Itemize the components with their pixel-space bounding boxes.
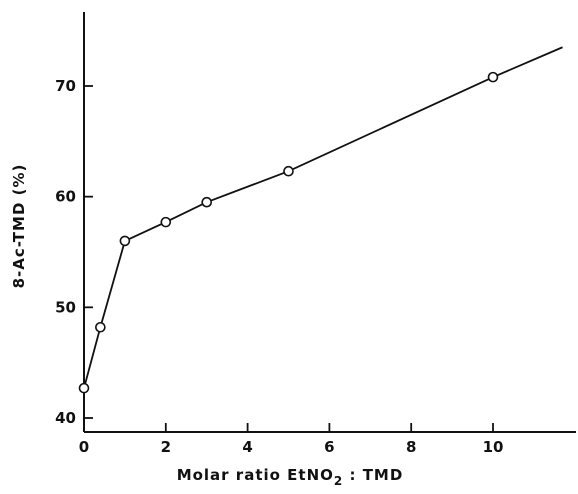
data-point-4 (201, 196, 212, 208)
x-axis-label-subscript: 2 (334, 474, 343, 488)
data-point-5 (283, 165, 294, 177)
x-axis-label-tail: : TMD (343, 466, 403, 484)
x-tick-label-8: 8 (406, 438, 416, 456)
y-axis-label: 8-Ac-TMD (%) (10, 164, 28, 289)
y-tick-label-60: 60 (55, 188, 76, 206)
data-point-0 (78, 382, 90, 394)
x-tick-label-2: 2 (161, 438, 171, 456)
series (78, 46, 563, 394)
y-tick-label-70: 70 (55, 77, 76, 95)
x-axis-label: Molar ratio EtNO2 : TMD (177, 466, 404, 488)
y-ticks: 40 50 60 70 (55, 77, 93, 427)
x-tick-label-0: 0 (79, 438, 89, 456)
x-ticks: 0 2 4 6 8 10 (79, 423, 504, 456)
x-tick-label-10: 10 (483, 438, 504, 456)
data-point-6 (487, 71, 499, 83)
series-line-0 (83, 46, 563, 389)
data-point-3 (160, 216, 172, 228)
x-tick-label-4: 4 (242, 438, 252, 456)
y-tick-label-50: 50 (55, 298, 76, 316)
x-axis-label-main: Molar ratio EtNO (177, 466, 334, 484)
axes (83, 12, 576, 433)
data-point-1 (95, 321, 106, 333)
data-point-2 (119, 235, 131, 247)
y-tick-label-40: 40 (55, 409, 76, 427)
x-tick-label-6: 6 (324, 438, 334, 456)
